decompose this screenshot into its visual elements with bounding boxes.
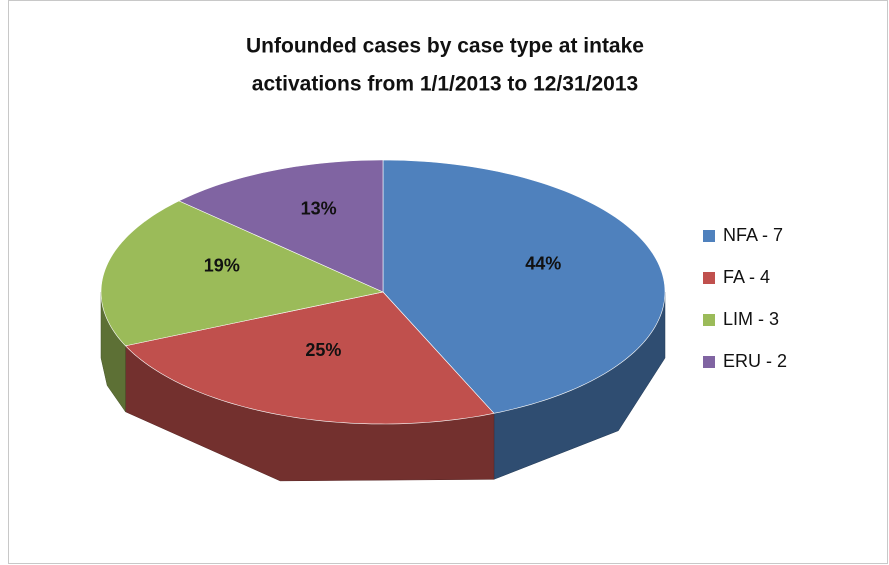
pie-slice (124, 291, 495, 425)
legend-label: LIM - 3 (723, 309, 779, 329)
data-label: 44% (525, 253, 561, 273)
legend-swatch (703, 272, 715, 284)
data-label: 19% (204, 256, 240, 276)
legend-label: NFA - 7 (723, 225, 783, 245)
legend-swatch (703, 230, 715, 242)
data-label: 25% (305, 340, 341, 360)
chart-title: activations from 1/1/2013 to 12/31/2013 (252, 73, 638, 96)
chart-title: Unfounded cases by case type at intake (246, 35, 644, 58)
pie-slice (100, 200, 384, 347)
legend-swatch (703, 314, 715, 326)
data-label: 13% (301, 198, 337, 218)
legend-swatch (703, 356, 715, 368)
legend-label: ERU - 2 (723, 351, 787, 371)
pie-slice (382, 159, 666, 414)
pie-slice (178, 159, 384, 293)
legend-label: FA - 4 (723, 267, 770, 287)
